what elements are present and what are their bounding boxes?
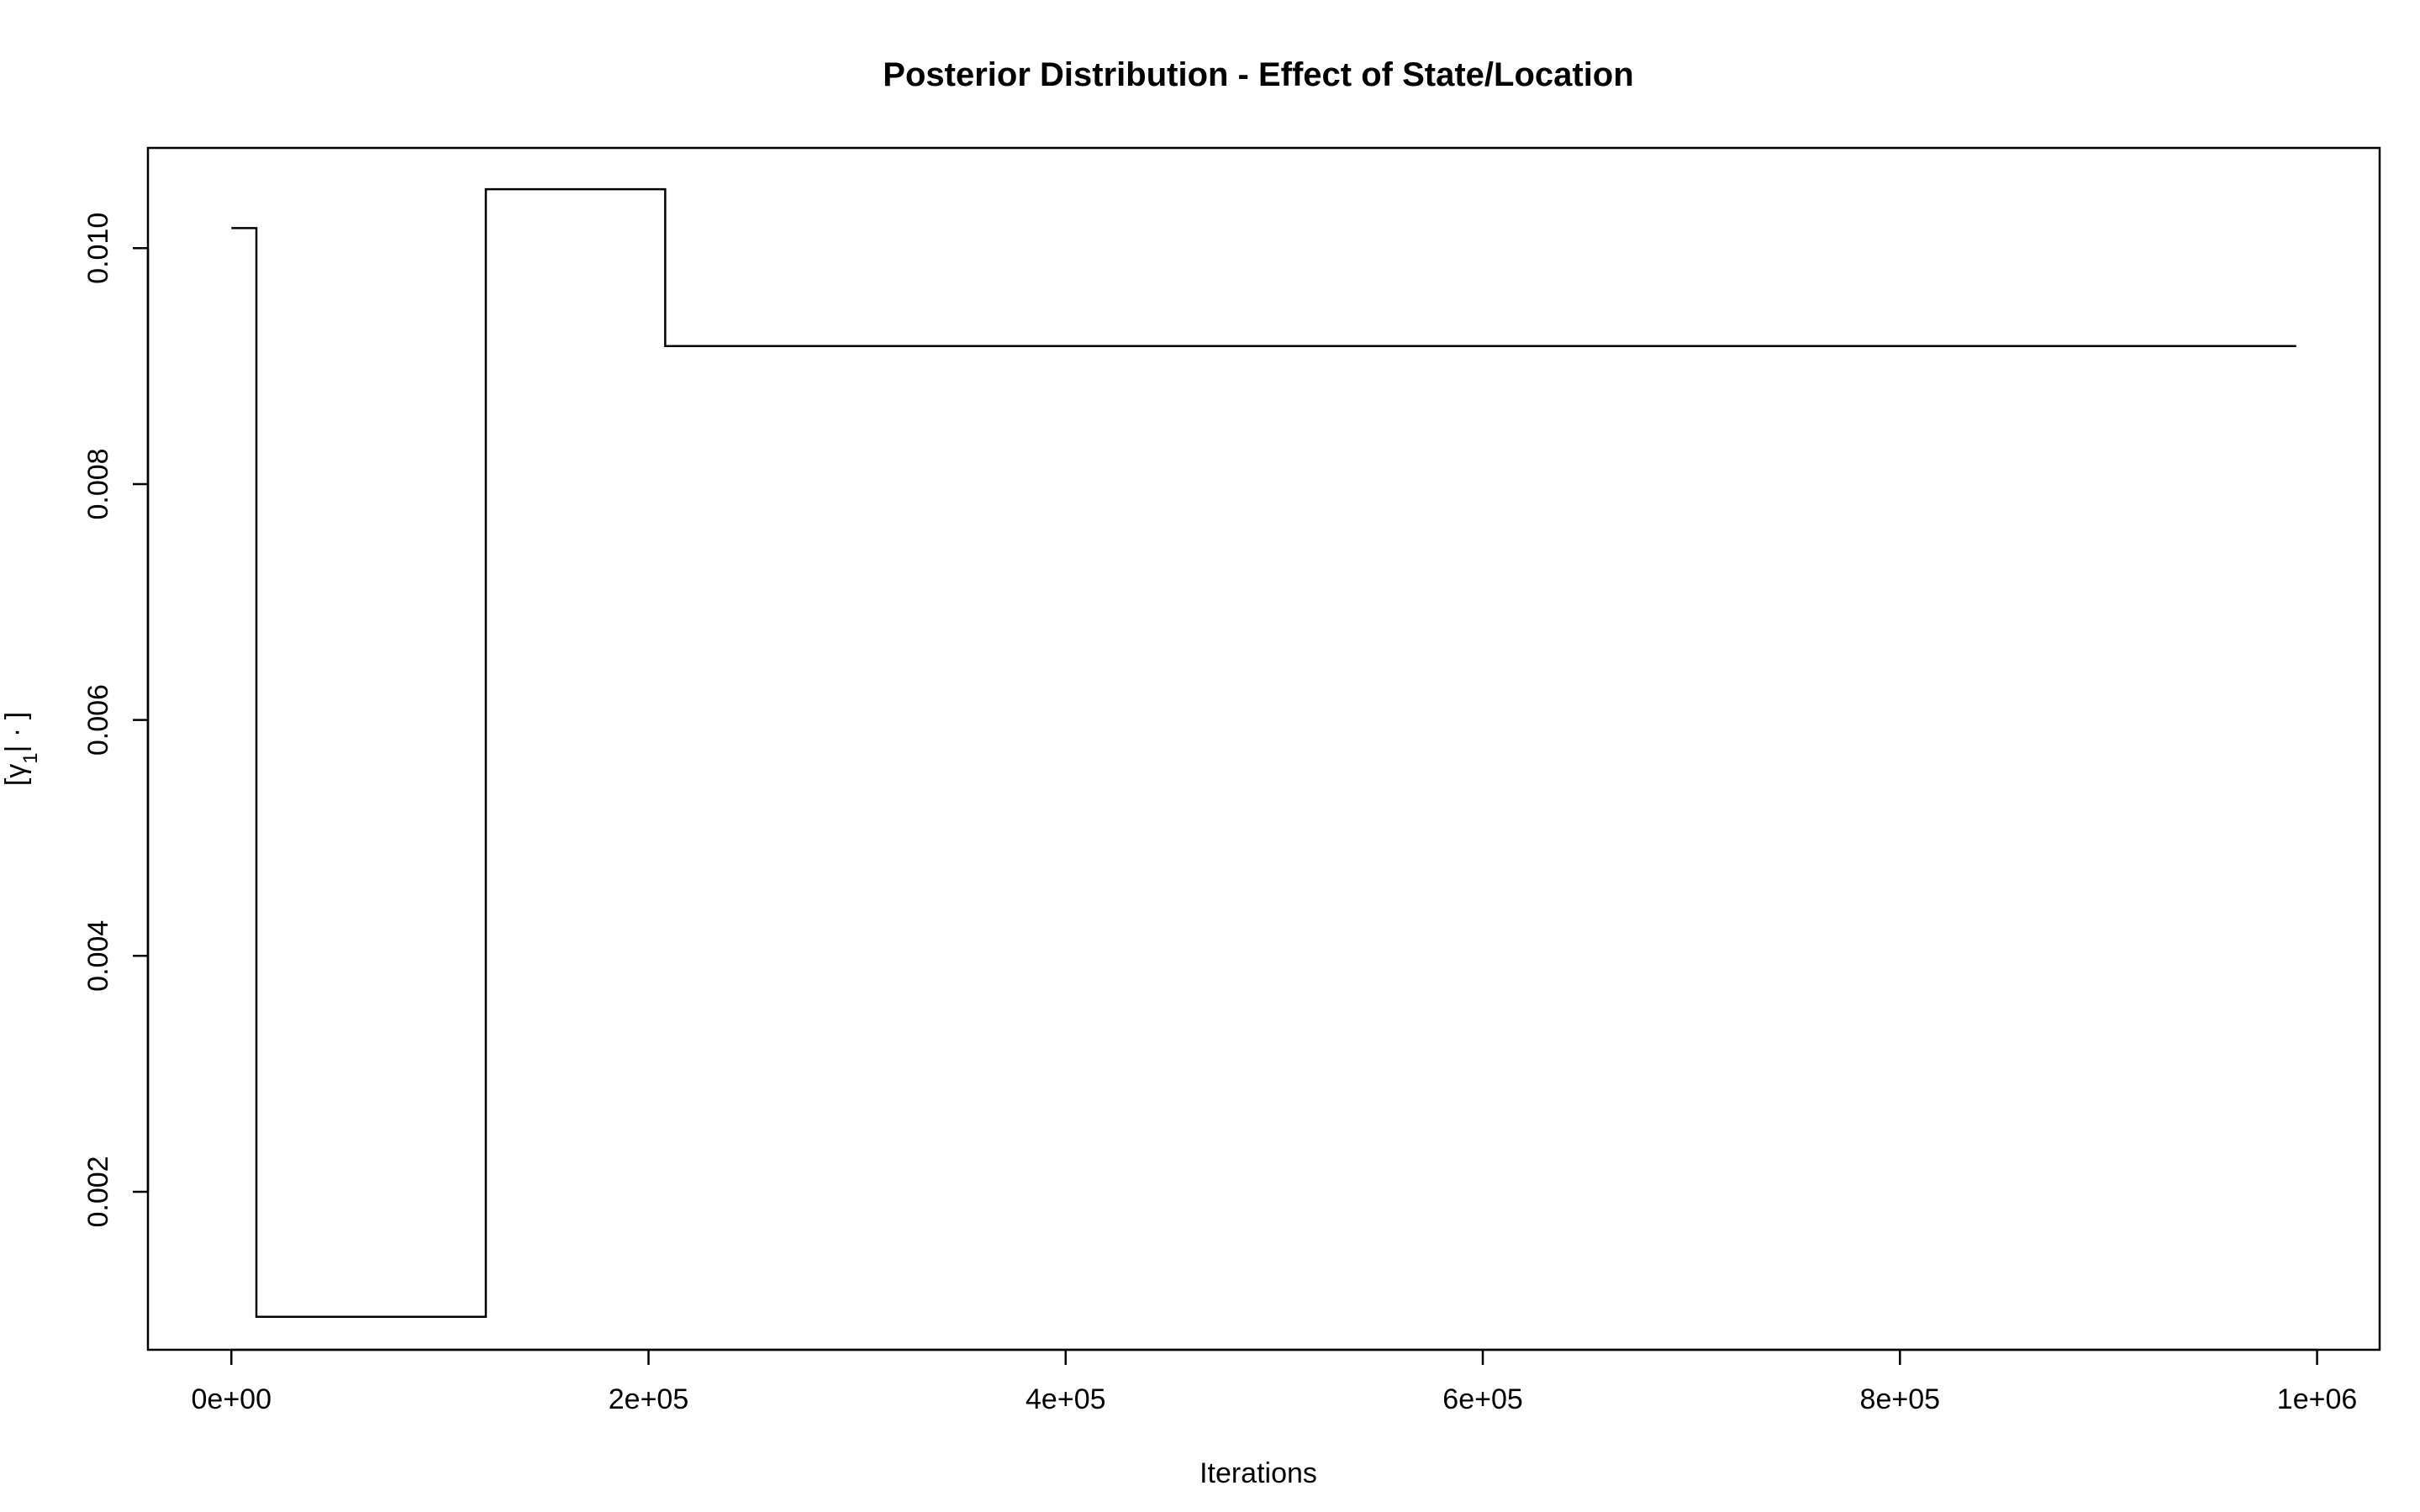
y-tick-label-2: 0.006 [82, 684, 114, 756]
y-axis-label-subscript: 1 [19, 752, 42, 763]
x-axis: 0e+00 2e+05 4e+05 6e+05 8e+05 1e+06 [192, 1348, 2358, 1415]
x-tick-label-3: 6e+05 [1442, 1383, 1523, 1415]
x-tick-label-5: 1e+06 [2277, 1383, 2358, 1415]
y-tick-label-0: 0.002 [82, 1156, 114, 1227]
y-axis-label-rest: | · ] [0, 712, 32, 753]
series-group [231, 187, 2296, 1318]
y-tick-label-1: 0.004 [82, 920, 114, 992]
y-axis: 0.002 0.004 0.006 0.008 0.010 [82, 213, 150, 1227]
y-axis-label-symbol: γ [0, 764, 32, 778]
y-axis-label: [γ1| · ] [0, 712, 42, 786]
plot-area-frame [146, 146, 2381, 1351]
chart-title: Posterior Distribution - Effect of State… [883, 56, 1633, 93]
x-tick-label-2: 4e+05 [1025, 1383, 1106, 1415]
y-tick-label-4: 0.010 [82, 213, 114, 284]
x-tick-label-4: 8e+05 [1860, 1383, 1941, 1415]
y-axis-label-open: [ [0, 777, 32, 786]
x-tick-label-0: 0e+00 [192, 1383, 272, 1415]
y-tick-label-3: 0.008 [82, 448, 114, 519]
x-tick-label-1: 2e+05 [609, 1383, 689, 1415]
x-axis-label: Iterations [1199, 1457, 1317, 1489]
series-line-0 [231, 187, 2296, 1318]
